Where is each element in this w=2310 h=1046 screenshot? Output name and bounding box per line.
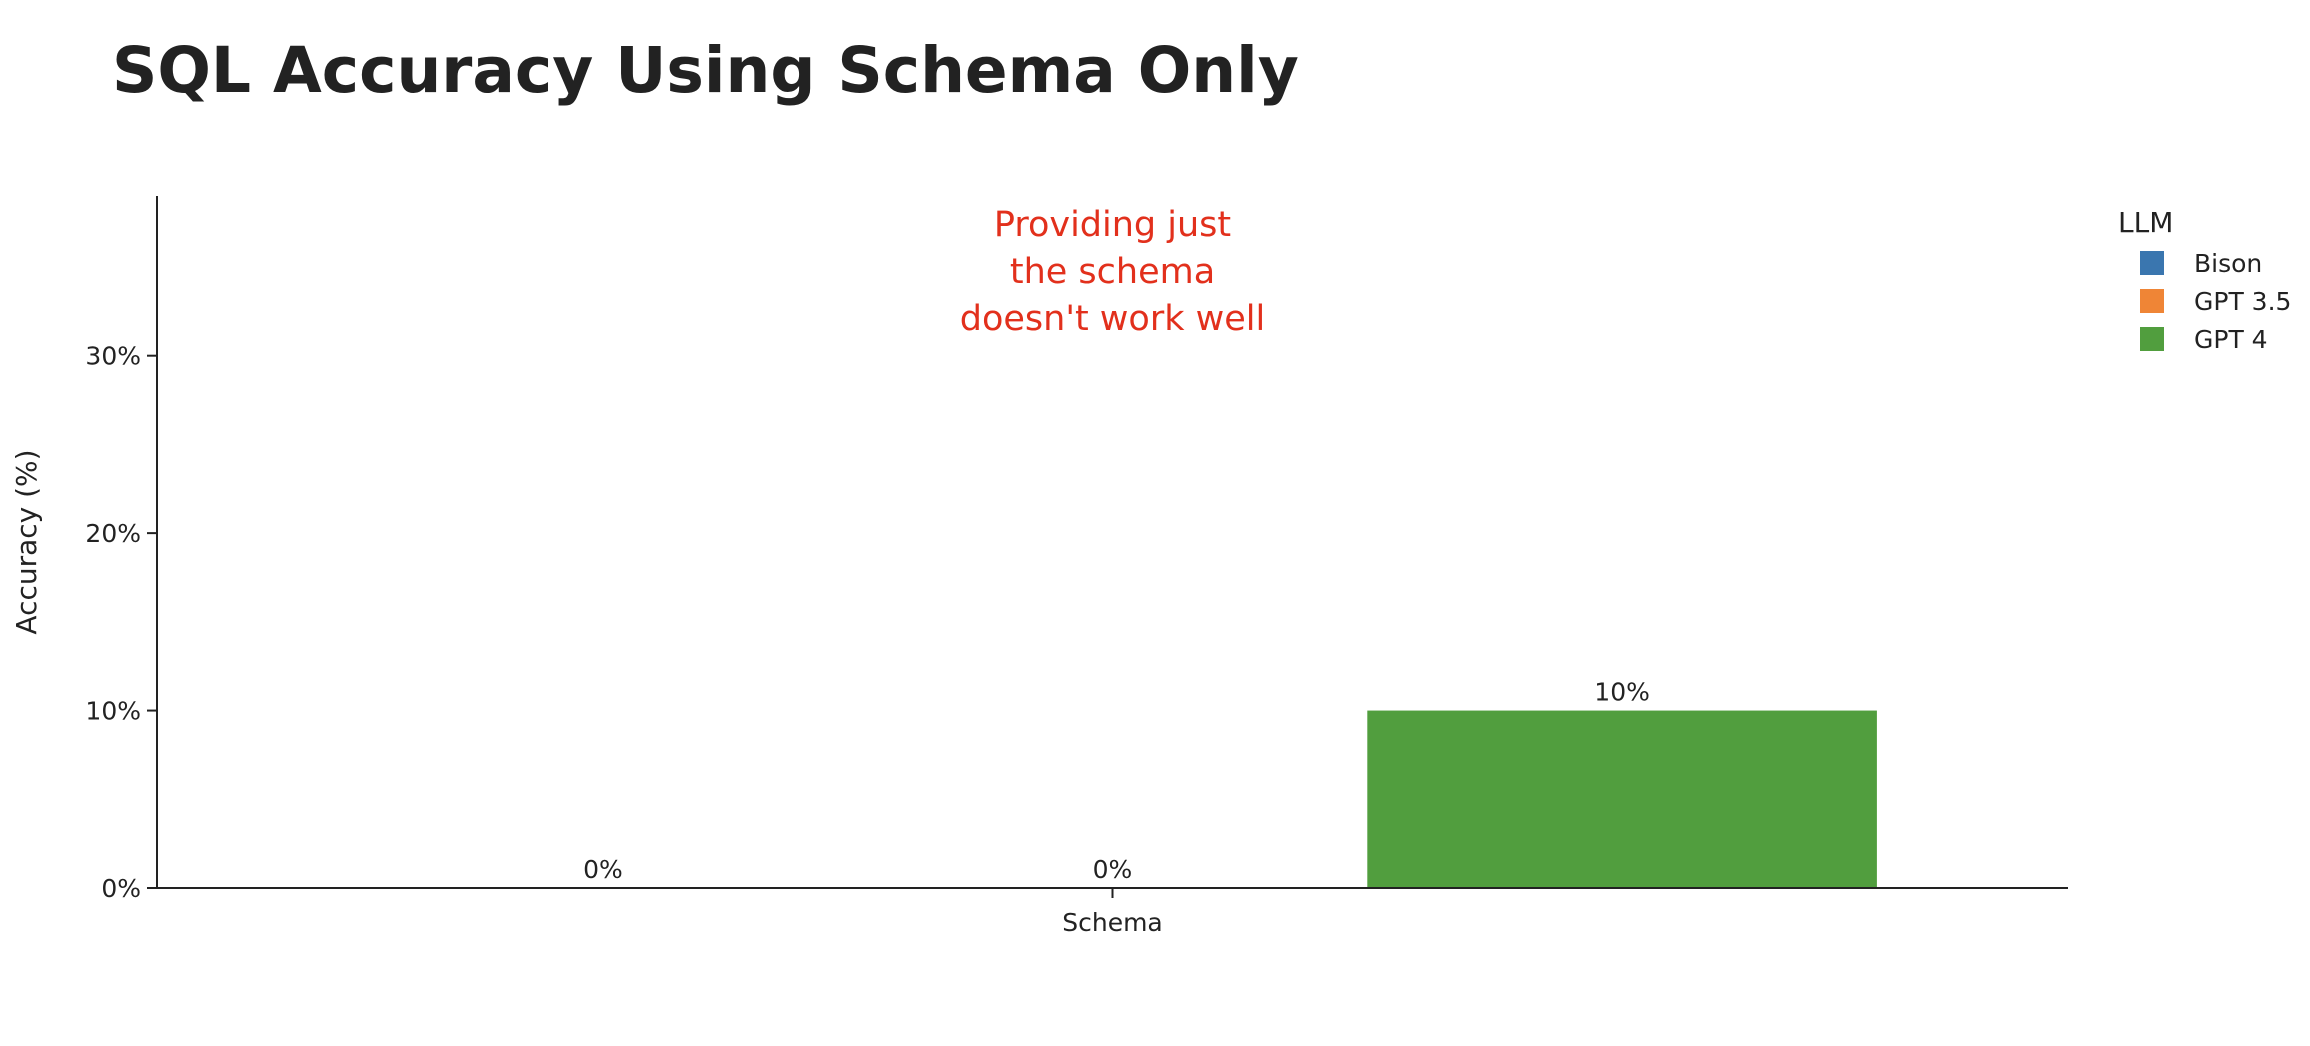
legend-swatch-gpt-3-5 bbox=[2140, 289, 2164, 313]
chart-title: SQL Accuracy Using Schema Only bbox=[112, 34, 1299, 107]
legend-swatch-gpt-4 bbox=[2140, 327, 2164, 351]
y-tick-label: 30% bbox=[85, 342, 141, 371]
y-tick-label: 10% bbox=[85, 697, 141, 726]
legend-label-gpt-3-5: GPT 3.5 bbox=[2194, 286, 2292, 316]
y-tick-label: 20% bbox=[85, 519, 141, 548]
annotation-line: the schema bbox=[1010, 252, 1215, 292]
y-axis-title: Accuracy (%) bbox=[10, 449, 43, 634]
legend-label-gpt-4: GPT 4 bbox=[2194, 324, 2268, 354]
data-label-gpt-3-5: 0% bbox=[1093, 855, 1133, 884]
annotation-line: doesn't work well bbox=[960, 299, 1265, 339]
legend-item-bison[interactable]: Bison bbox=[2140, 248, 2262, 278]
legend-item-gpt-4[interactable]: GPT 4 bbox=[2140, 324, 2268, 354]
y-axis-ticks: 0% 10% 20% 30% bbox=[85, 342, 157, 903]
bars-layer bbox=[1367, 710, 1877, 888]
legend-title: LLM bbox=[2118, 206, 2174, 239]
y-tick-label: 0% bbox=[101, 874, 141, 903]
bar-gpt-4[interactable] bbox=[1367, 710, 1877, 888]
data-labels-layer: 0% 0% 10% bbox=[583, 678, 1650, 884]
data-label-bison: 0% bbox=[583, 855, 623, 884]
legend-label-bison: Bison bbox=[2194, 248, 2263, 278]
x-tick-label: Schema bbox=[1062, 908, 1163, 937]
data-label-gpt-4: 10% bbox=[1594, 678, 1650, 707]
legend-item-gpt-3-5[interactable]: GPT 3.5 bbox=[2140, 286, 2291, 316]
legend-swatch-bison bbox=[2140, 251, 2164, 275]
x-axis-ticks: Schema bbox=[1062, 888, 1163, 937]
chart-annotation: Providing just the schema doesn't work wel… bbox=[960, 205, 1265, 339]
annotation-line: Providing just bbox=[994, 205, 1231, 245]
